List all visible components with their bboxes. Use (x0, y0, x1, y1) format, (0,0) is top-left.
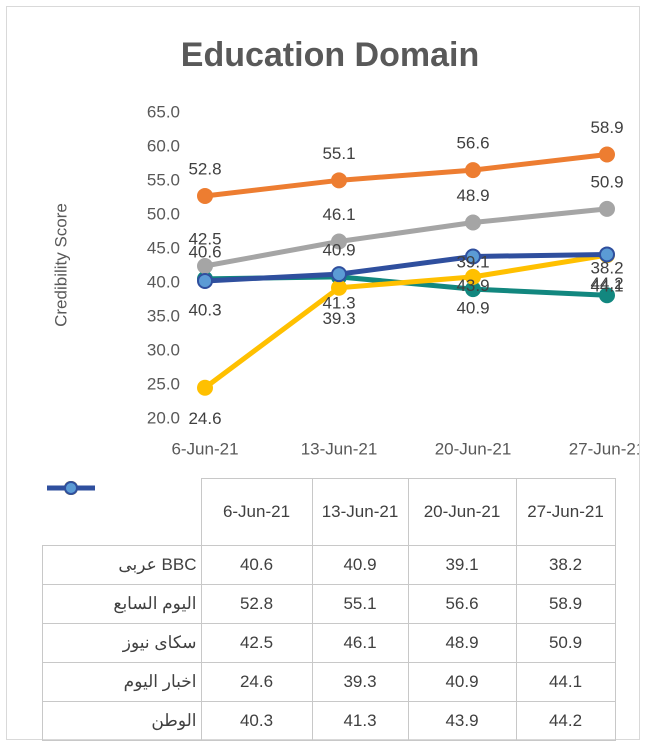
marker (465, 214, 481, 231)
table-cell: 39.3 (311, 662, 409, 702)
table-cell: 52.8 (200, 584, 313, 624)
y-tick-label: 50.0 (147, 204, 180, 223)
table-row: سكاى نيوز 42.5 46.1 48.9 50.9 (42, 480, 616, 663)
table-cell: 55.1 (311, 584, 409, 624)
marker (197, 379, 213, 396)
data-label: 43.9 (456, 276, 489, 295)
data-label: 56.6 (456, 134, 489, 153)
header-cell: 13-Jun-21 (311, 478, 409, 546)
y-tick-label: 30.0 (147, 340, 180, 359)
data-label: 38.2 (590, 259, 623, 278)
y-tick-label: 65.0 (147, 102, 180, 121)
y-tick-label: 20.0 (147, 408, 180, 427)
data-label: 55.1 (322, 144, 355, 163)
marker (197, 272, 213, 289)
table-cell: 50.9 (515, 623, 616, 663)
marker (599, 200, 615, 217)
series-name-cell: عربى BBC (42, 480, 202, 585)
table-cell: 46.1 (311, 623, 409, 663)
legend-label: الوطن (151, 711, 197, 730)
table-cell: 39.1 (407, 545, 517, 585)
data-label: 39.3 (322, 309, 355, 328)
table-header-row: 6-Jun-21 13-Jun-21 20-Jun-21 27-Jun-21 (42, 478, 616, 546)
data-table: 6-Jun-21 13-Jun-21 20-Jun-21 27-Jun-21 عربى … (42, 478, 616, 741)
header-cell: 27-Jun-21 (515, 478, 616, 546)
marker (465, 268, 481, 285)
legend-key (46, 480, 95, 495)
x-tick-label: 27-Jun-21 (569, 439, 646, 458)
table-row: اخبار اليوم 24.6 39.3 40.9 44.1 (42, 480, 616, 702)
header-cell: 6-Jun-21 (200, 478, 313, 546)
table-cell: 44.2 (515, 701, 616, 741)
series-name-cell: اليوم السابع (42, 480, 202, 624)
y-tick-label: 55.0 (147, 170, 180, 189)
table-cell: 48.9 (407, 623, 517, 663)
series-line (204, 151, 608, 199)
data-label: 24.6 (188, 409, 221, 428)
x-tick-label: 13-Jun-21 (301, 439, 378, 458)
marker (599, 287, 615, 304)
series-line (203, 252, 608, 390)
data-label: 58.9 (590, 118, 623, 137)
legend-label: اخبار اليوم (123, 672, 197, 691)
y-tick-label: 45.0 (147, 238, 180, 257)
data-label: 42.5 (188, 229, 221, 248)
table-cell: 40.9 (311, 545, 409, 585)
marker (331, 233, 347, 250)
table-cell: 58.9 (515, 584, 616, 624)
data-label: 50.9 (590, 172, 623, 191)
data-label: 46.1 (322, 205, 355, 224)
data-label: 40.9 (322, 240, 355, 259)
marker (331, 266, 347, 283)
y-axis-label: Credibility Score (51, 203, 70, 327)
x-tick-label: 6-Jun-21 (171, 439, 238, 458)
table-cell: 41.3 (311, 701, 409, 741)
marker (197, 187, 213, 204)
legend-label: سكاى نيوز (122, 633, 197, 652)
header-cell: 20-Jun-21 (407, 478, 517, 546)
y-tick-label: 40.0 (147, 272, 180, 291)
data-label: 44.1 (590, 277, 623, 296)
chart-title: Education Domain (181, 36, 479, 74)
series-name-cell: سكاى نيوز (42, 480, 202, 663)
table-cell: 42.5 (200, 623, 313, 663)
data-label: 40.9 (456, 298, 489, 317)
data-label: 39.1 (456, 253, 489, 272)
legend-marker (63, 480, 78, 495)
table-cell: 24.6 (200, 662, 313, 702)
series-line (204, 206, 608, 269)
table-row: الوطن 40.3 41.3 43.9 44.2 (42, 480, 616, 741)
y-tick-label: 25.0 (147, 374, 180, 393)
series-line (204, 251, 608, 284)
data-label: 52.8 (188, 159, 221, 178)
marker (599, 246, 615, 263)
data-label: 48.9 (456, 186, 489, 205)
marker (465, 248, 481, 265)
table-row: عربى BBC 40.6 40.9 39.1 38.2 (42, 480, 616, 585)
table-cell: 44.1 (515, 662, 616, 702)
y-tick-label: 60.0 (147, 136, 180, 155)
table-cell: 38.2 (515, 545, 616, 585)
marker (599, 146, 615, 163)
table-row: اليوم السابع 52.8 55.1 56.6 58.9 (42, 480, 616, 624)
legend-label: اليوم السابع (113, 594, 197, 613)
x-tick-label: 20-Jun-21 (435, 439, 512, 458)
data-label: 40.6 (188, 242, 221, 261)
table-cell: 56.6 (407, 584, 517, 624)
series-name-cell: الوطن (42, 480, 202, 741)
marker (465, 162, 481, 179)
data-label: 40.3 (188, 300, 221, 319)
series-name-cell: اخبار اليوم (42, 480, 202, 702)
legend-label: عربى BBC (118, 555, 197, 574)
y-tick-label: 35.0 (147, 306, 180, 325)
table-cell: 40.6 (200, 545, 313, 585)
data-label: 41.3 (322, 294, 355, 313)
table-cell: 40.3 (200, 701, 313, 741)
data-label: 44.2 (590, 274, 623, 293)
table-cell: 43.9 (407, 701, 517, 741)
marker (331, 172, 347, 189)
table-cell: 40.9 (407, 662, 517, 702)
